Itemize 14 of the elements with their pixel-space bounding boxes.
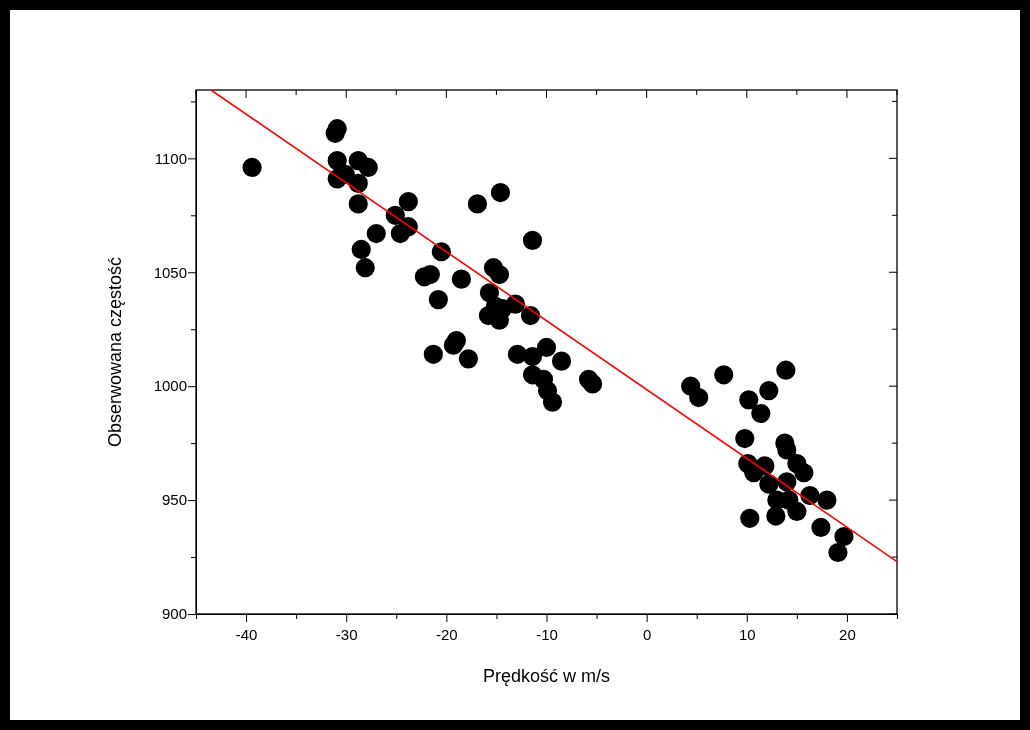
y-tick-label: 950: [161, 491, 187, 509]
y-tick-label: 1050: [153, 263, 187, 281]
x-tick-label: -20: [436, 625, 458, 643]
x-tick-label: 0: [642, 625, 652, 643]
y-tick-label: 900: [161, 605, 187, 623]
x-tick-label: -10: [536, 625, 558, 643]
x-tick-label: -40: [235, 625, 258, 643]
x-tick-label: 10: [738, 625, 756, 643]
y-tick-label: 1100: [154, 149, 187, 167]
x-tick-label: -30: [335, 625, 358, 643]
x-axis-title: Prędkość w m/s: [482, 666, 611, 686]
y-axis-title: Obserwowana częstość: [105, 256, 125, 448]
y-tick-label: 1000: [153, 377, 187, 395]
x-tick-label: 20: [839, 625, 856, 643]
